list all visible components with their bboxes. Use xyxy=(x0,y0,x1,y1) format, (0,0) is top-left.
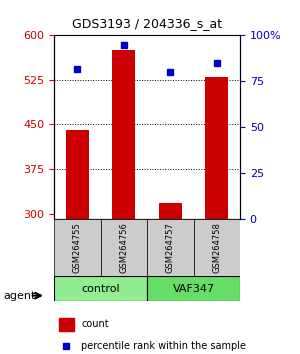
Bar xyxy=(66,130,89,219)
FancyBboxPatch shape xyxy=(100,219,147,276)
Text: GDS3193 / 204336_s_at: GDS3193 / 204336_s_at xyxy=(72,17,222,30)
FancyBboxPatch shape xyxy=(147,219,194,276)
Bar xyxy=(159,203,182,219)
Text: GSM264758: GSM264758 xyxy=(212,222,221,273)
FancyBboxPatch shape xyxy=(194,219,240,276)
Bar xyxy=(205,77,228,219)
Text: GSM264757: GSM264757 xyxy=(166,222,175,273)
Text: control: control xyxy=(81,284,120,293)
Text: agent: agent xyxy=(3,291,35,301)
Text: count: count xyxy=(81,319,109,329)
Bar xyxy=(112,50,135,219)
FancyBboxPatch shape xyxy=(54,219,100,276)
Text: GSM264755: GSM264755 xyxy=(73,222,82,273)
Text: VAF347: VAF347 xyxy=(172,284,214,293)
Text: GSM264756: GSM264756 xyxy=(119,222,128,273)
FancyBboxPatch shape xyxy=(54,276,147,301)
FancyBboxPatch shape xyxy=(147,276,240,301)
Bar xyxy=(59,318,74,331)
Text: percentile rank within the sample: percentile rank within the sample xyxy=(81,341,246,350)
